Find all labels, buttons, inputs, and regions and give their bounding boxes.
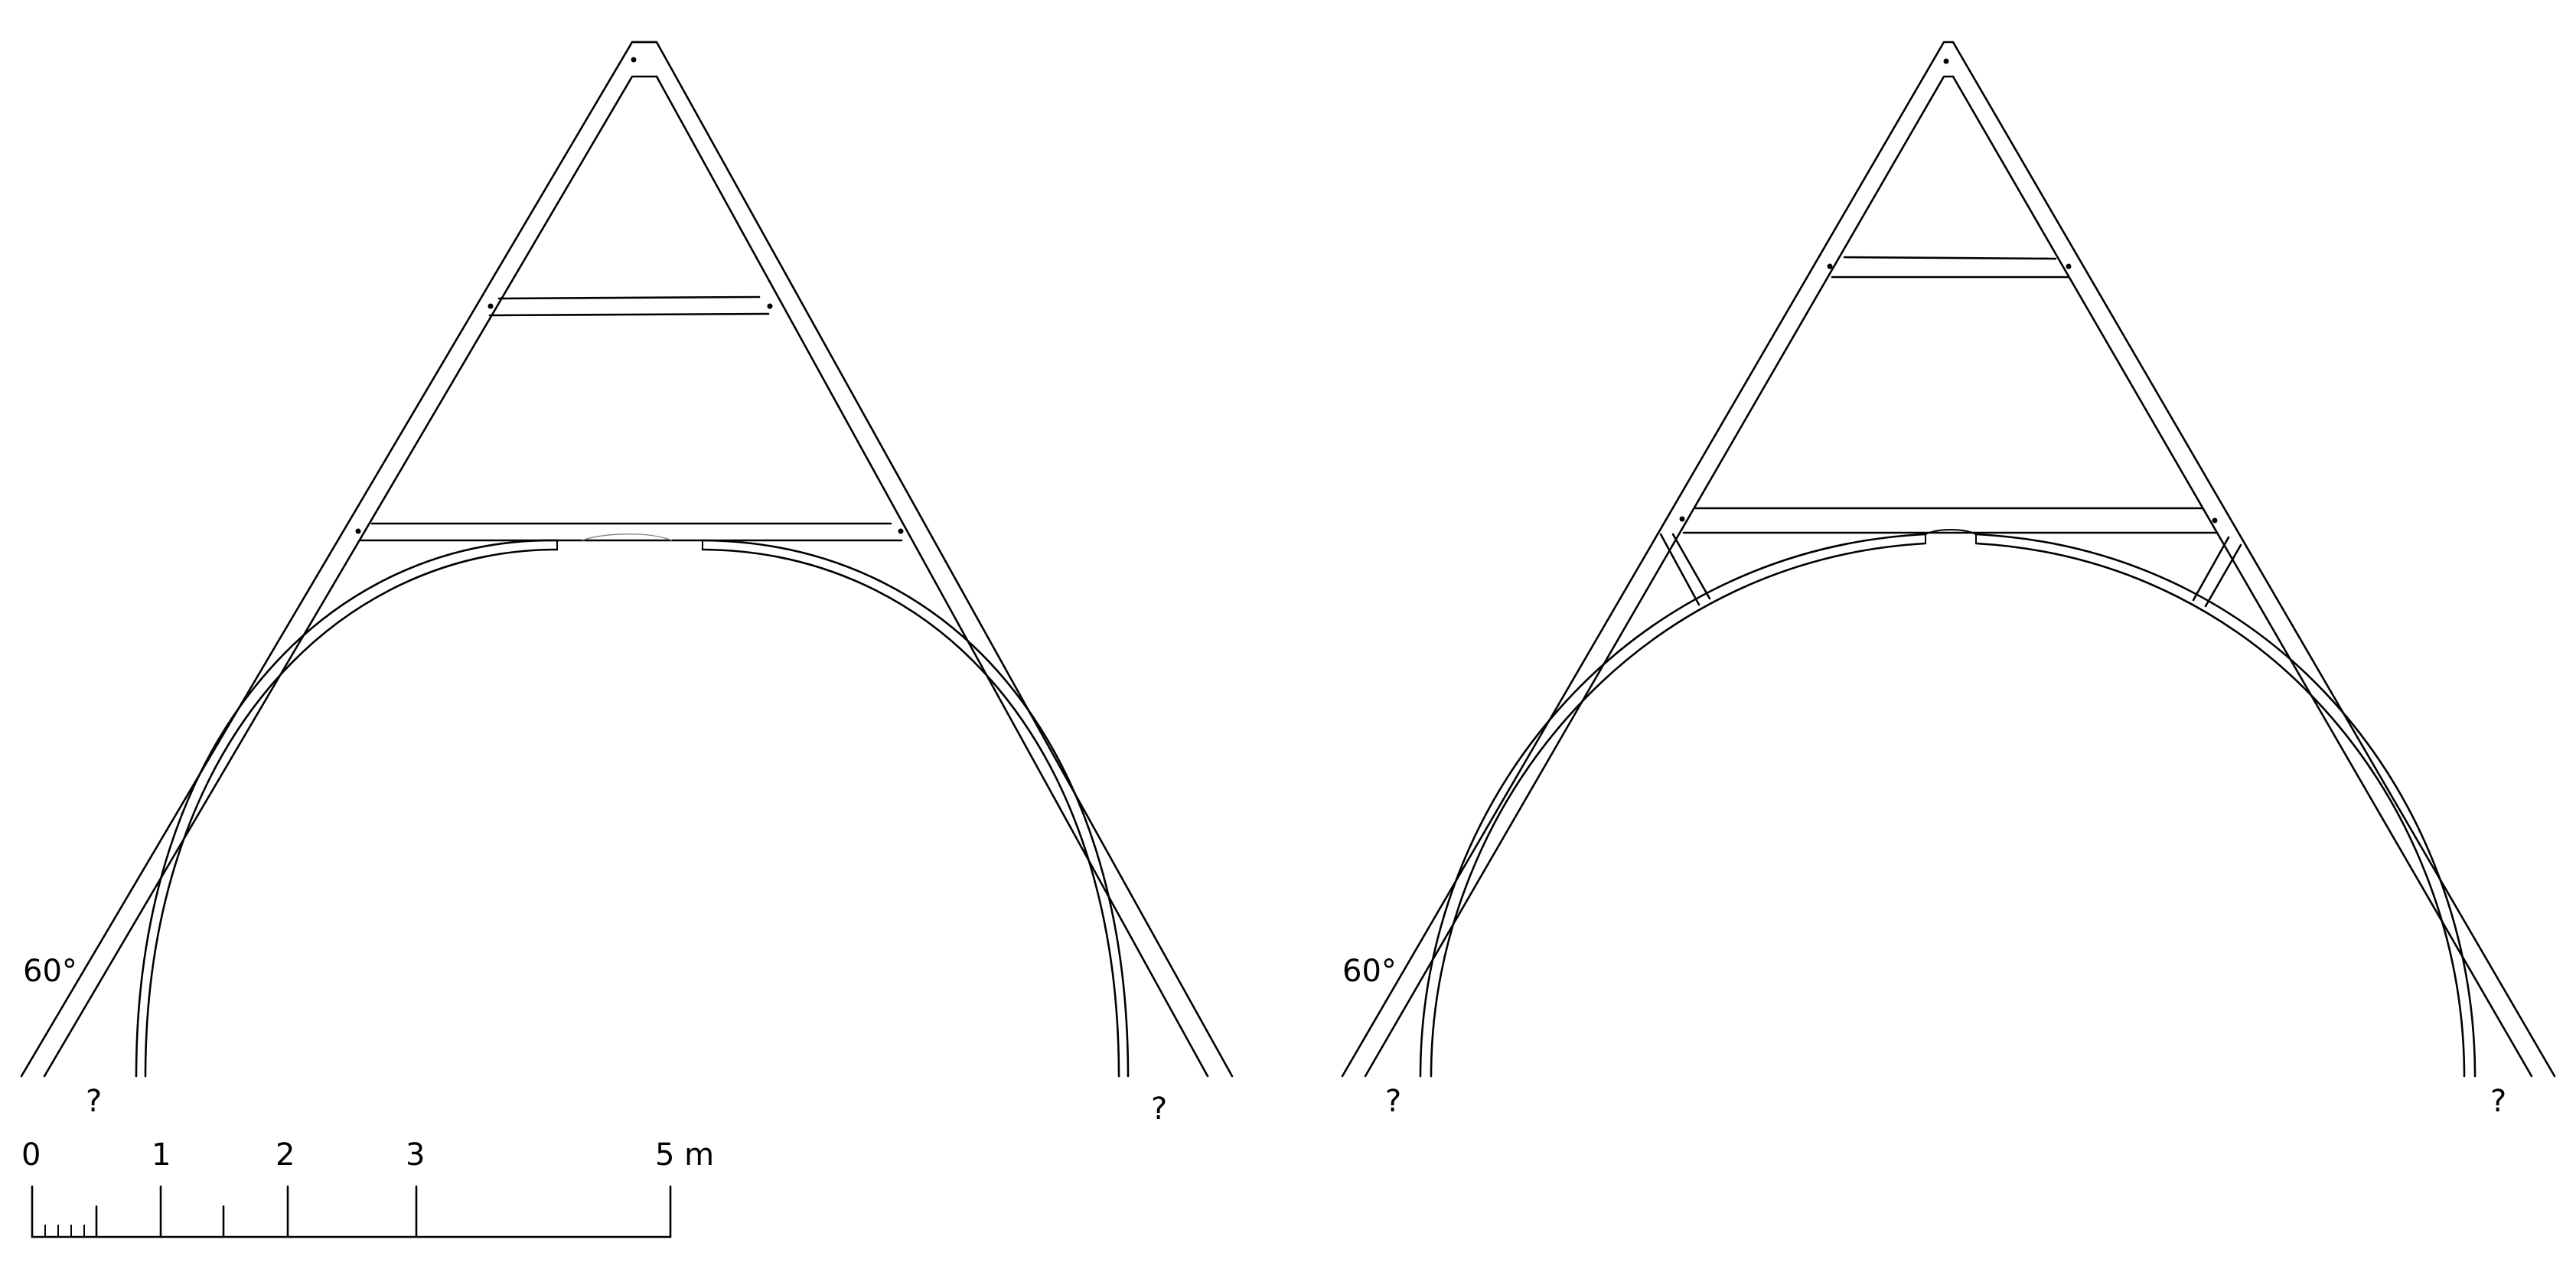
right-truss-peg xyxy=(2212,517,2218,524)
scale-bar-label: 5 m xyxy=(655,1137,714,1173)
left-truss-right-unknown: ? xyxy=(1151,1091,1167,1127)
scale-bar-minor-ticks xyxy=(44,1225,85,1237)
scale-bar-label: 2 xyxy=(276,1137,295,1173)
right-truss-right-unknown: ? xyxy=(2490,1084,2506,1119)
left-truss-peg xyxy=(355,528,361,534)
left-truss-peg xyxy=(767,303,773,309)
right-truss-arch-inner xyxy=(1430,542,2466,1078)
scale-bar-label: 1 xyxy=(152,1137,171,1173)
scale-bar-label: 0 xyxy=(21,1137,41,1173)
left-truss-arch-caps xyxy=(556,540,703,550)
left-truss-angle-label: 60° xyxy=(23,954,77,989)
right-truss-right-strut xyxy=(2192,536,2242,608)
left-truss-upper-collar xyxy=(488,295,770,317)
right-truss-peg xyxy=(1827,263,1833,269)
right-truss-arch-outer xyxy=(1419,533,2477,1078)
right-truss-arch-crown xyxy=(1925,529,1977,543)
left-truss-left-rafter xyxy=(20,41,1234,1078)
left-truss-left-unknown: ? xyxy=(86,1084,102,1119)
right-truss-lower-collar xyxy=(1682,507,2218,534)
scale-bar-half-ticks xyxy=(95,1205,225,1238)
left-truss-right-rafter xyxy=(631,41,1209,1078)
scale-bar-major-ticks xyxy=(31,1185,672,1238)
left-truss-peg xyxy=(898,528,904,534)
scale-bar-label: 3 xyxy=(406,1137,425,1173)
left-truss xyxy=(20,41,1234,1078)
left-truss-crown-ghost xyxy=(581,533,673,541)
scale-bar: 0 1 2 3 5 m xyxy=(21,1137,714,1238)
right-truss-left-rafter xyxy=(1341,41,2556,1078)
left-truss-peg xyxy=(487,303,494,309)
left-truss-arch-inner xyxy=(144,548,1120,1078)
right-truss-right-rafter xyxy=(1952,75,2533,1078)
right-truss xyxy=(1341,41,2556,1078)
right-truss-apex-peg xyxy=(1943,58,1949,64)
right-truss-left-strut xyxy=(1659,533,1711,606)
right-truss-angle-label: 60° xyxy=(1342,954,1397,989)
right-truss-peg xyxy=(2066,263,2072,269)
left-truss-apex-peg xyxy=(631,57,637,63)
left-truss-arch-outer xyxy=(135,539,1130,1078)
right-truss-peg xyxy=(1679,516,1685,522)
left-truss-lower-collar xyxy=(360,522,903,542)
right-truss-left-unknown: ? xyxy=(1385,1084,1401,1119)
right-truss-upper-collar xyxy=(1831,256,2069,279)
